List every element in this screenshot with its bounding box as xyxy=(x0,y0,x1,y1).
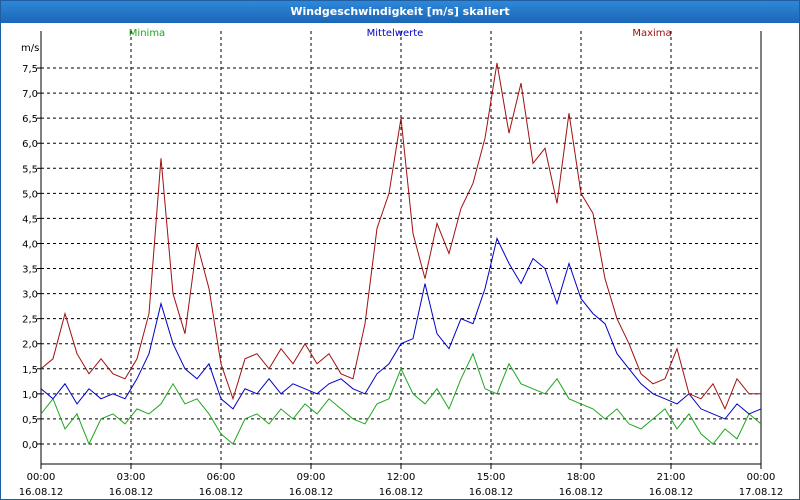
axes xyxy=(37,31,762,469)
y-tick-label: 7,0 xyxy=(22,89,38,100)
x-tick-time: 06:00 xyxy=(207,472,236,483)
x-tick-date: 16.08.12 xyxy=(559,487,604,498)
x-tick-time: 09:00 xyxy=(297,472,326,483)
x-tick-time: 21:00 xyxy=(657,472,686,483)
x-tick-labels: 00:00 16.08.12 03:00 16.08.12 06:00 16.08.12 0… xyxy=(19,472,784,498)
y-tick-label: 4,0 xyxy=(22,239,38,250)
y-tick-label: 3,0 xyxy=(22,290,38,301)
y-tick-label: 6,0 xyxy=(22,139,38,150)
x-tick-date: 16.08.12 xyxy=(469,487,514,498)
series-lines xyxy=(40,62,762,446)
x-tick-date: 16.08.12 xyxy=(649,487,694,498)
x-tick-time: 00:00 xyxy=(747,472,776,483)
y-tick-label: 3,5 xyxy=(22,265,38,276)
legend-entry-minima: Minima xyxy=(129,28,165,39)
series-line-mittelwerte xyxy=(40,237,762,420)
y-tick-label: 4,5 xyxy=(22,214,38,225)
x-tick-time: 18:00 xyxy=(567,472,596,483)
legend-entry-maxima: Maxima xyxy=(632,28,671,39)
chart-title: Windgeschwindigkeit [m/s] skaliert xyxy=(1,1,799,23)
y-tick-label: 1,5 xyxy=(22,365,38,376)
y-tick-label: 1,0 xyxy=(22,390,38,401)
y-tick-label: 0,0 xyxy=(22,440,38,451)
y-tick-label: 5,0 xyxy=(22,189,38,200)
legend: Minima Mittelwerte Maxima xyxy=(129,28,672,39)
y-tick-label: 2,5 xyxy=(22,315,38,326)
x-tick-date: 16.08.12 xyxy=(199,487,244,498)
y-tick-label: 0,5 xyxy=(22,415,38,426)
x-tick-date: 16.08.12 xyxy=(109,487,154,498)
y-tick-label: 2,0 xyxy=(22,340,38,351)
grid xyxy=(41,31,761,464)
x-tick-date: 17.08.12 xyxy=(739,487,784,498)
x-tick-date: 16.08.12 xyxy=(379,487,424,498)
y-axis-label: m/s xyxy=(21,43,39,54)
x-tick-time: 12:00 xyxy=(387,472,416,483)
x-tick-date: 16.08.12 xyxy=(289,487,334,498)
y-tick-label: 6,5 xyxy=(22,114,38,125)
x-tick-time: 00:00 xyxy=(27,472,56,483)
legend-entry-mittelwerte: Mittelwerte xyxy=(367,28,424,39)
y-tick-labels: 0,0 0,5 1,0 1,5 2,0 2,5 3,0 3,5 4,0 4,5 5,0 5,5 6,0 6… xyxy=(22,64,38,451)
x-tick-date: 16.08.12 xyxy=(19,487,64,498)
series-line-minima xyxy=(40,352,762,446)
y-tick-label: 5,5 xyxy=(22,164,38,175)
series-line-maxima xyxy=(40,62,761,411)
x-tick-time: 03:00 xyxy=(117,472,146,483)
x-tick-time: 15:00 xyxy=(477,472,506,483)
y-tick-label: 7,5 xyxy=(22,64,38,75)
